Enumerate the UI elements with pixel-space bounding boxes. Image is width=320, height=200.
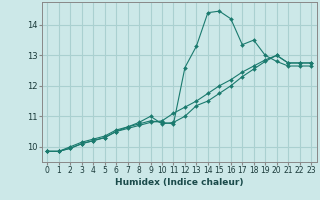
X-axis label: Humidex (Indice chaleur): Humidex (Indice chaleur)	[115, 178, 244, 187]
